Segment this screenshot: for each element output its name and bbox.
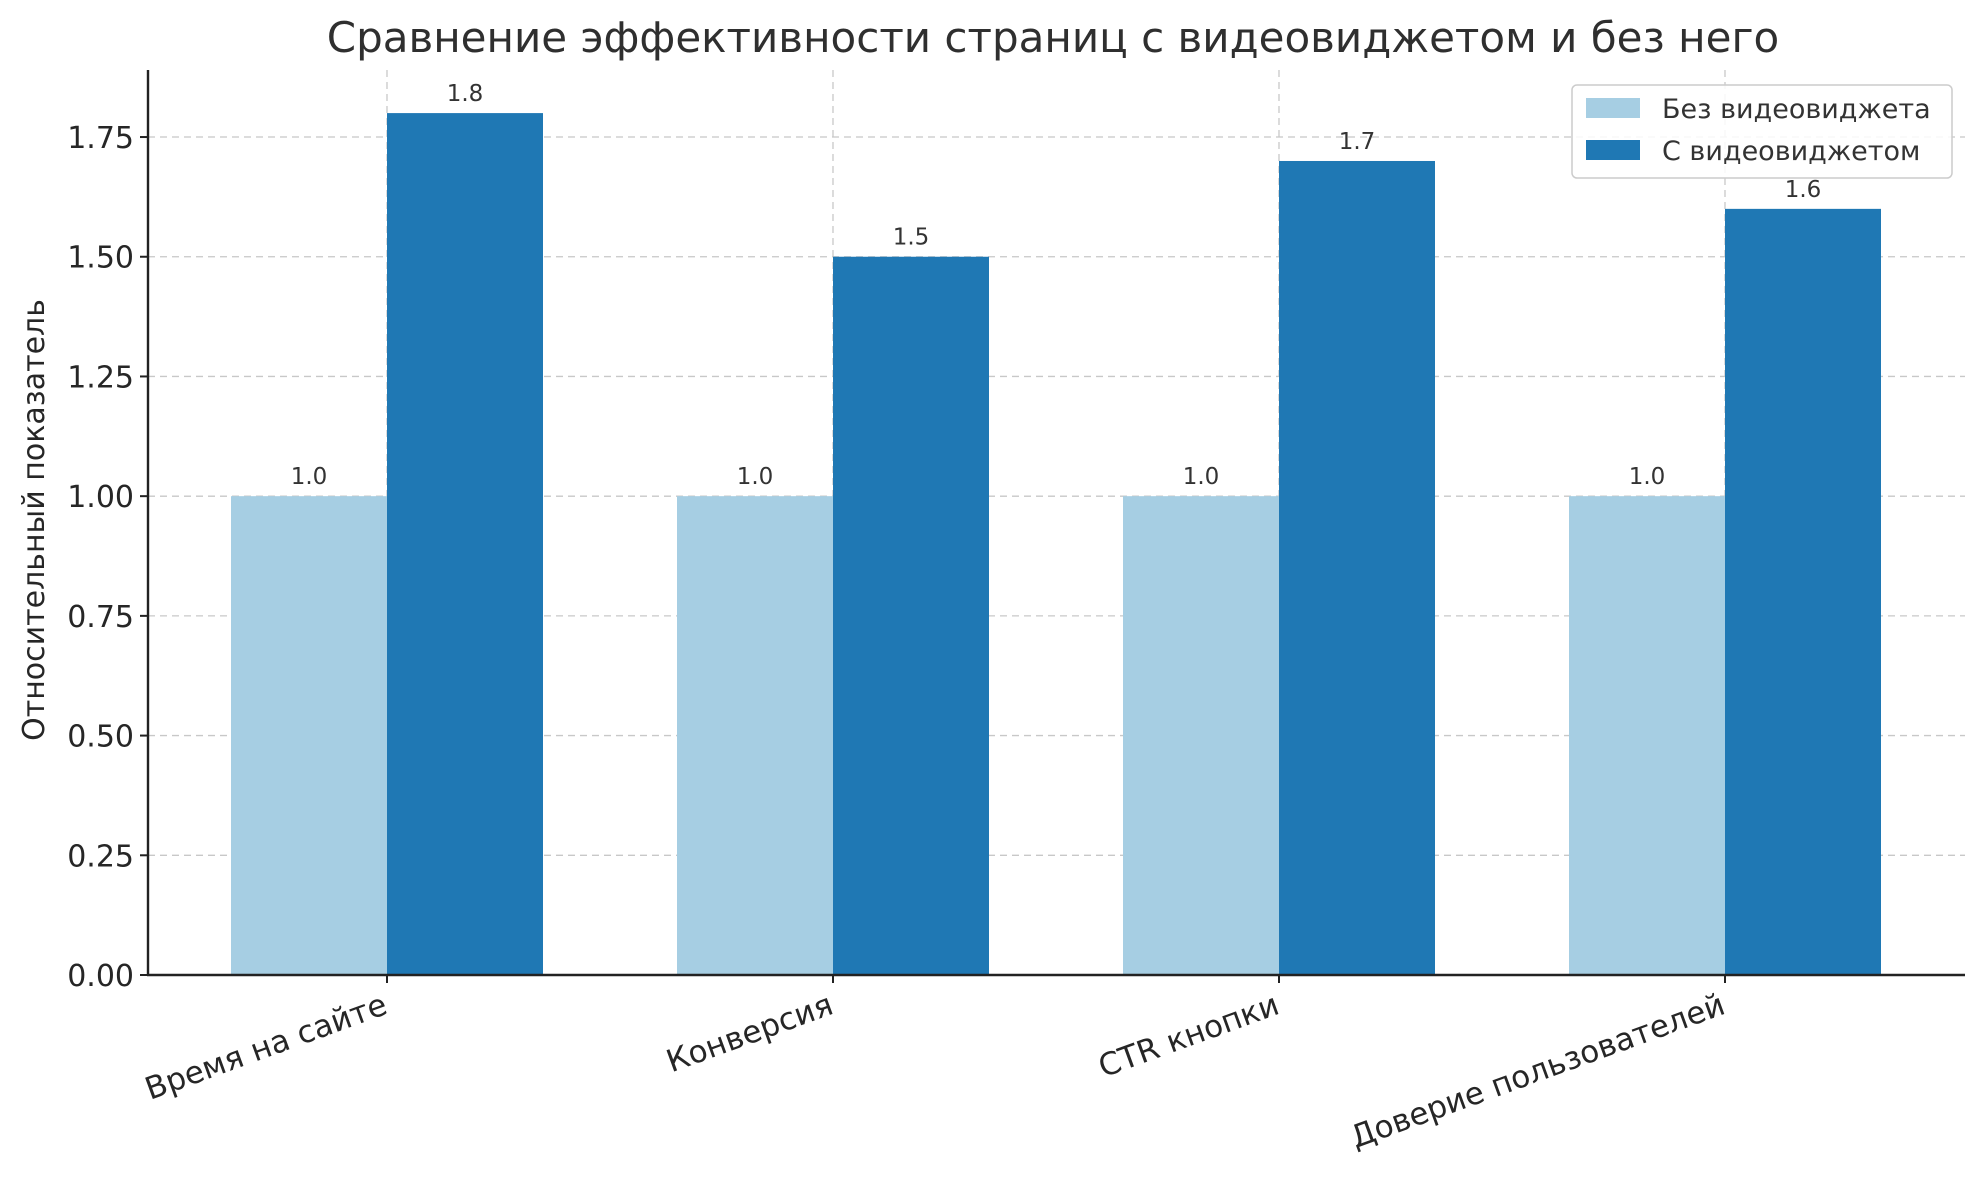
legend: Без видеовиджета С видеовиджетом bbox=[1571, 84, 1953, 179]
bar-with-widget-3 bbox=[1725, 208, 1881, 975]
legend-entry: Без видеовиджета bbox=[1662, 94, 1931, 125]
y-tick-label: 0.25 bbox=[67, 839, 134, 874]
data-label: 1.0 bbox=[291, 464, 328, 490]
y-tick-label: 0.75 bbox=[67, 600, 134, 635]
legend-swatch bbox=[1586, 98, 1640, 118]
bars-layer bbox=[231, 113, 1881, 976]
bar-without-widget-1 bbox=[677, 496, 833, 975]
x-tick-label: CTR кнопки bbox=[1094, 987, 1284, 1085]
y-tick-label: 1.25 bbox=[67, 360, 134, 395]
x-tick-label: Конверсия bbox=[662, 987, 838, 1080]
bar-with-widget-1 bbox=[833, 256, 989, 975]
y-tick-label: 1.00 bbox=[67, 480, 134, 515]
y-tick-label: 1.75 bbox=[67, 121, 134, 156]
y-tick-label: 0.00 bbox=[67, 959, 134, 994]
legend-entry: С видеовиджетом bbox=[1662, 136, 1920, 167]
data-labels-layer: 1.0 1.0 1.0 1.0 1.8 1.5 1.7 1.6 bbox=[291, 81, 1822, 490]
data-label: 1.7 bbox=[1339, 129, 1376, 155]
bar-without-widget-0 bbox=[231, 496, 387, 975]
bar-with-widget-0 bbox=[387, 113, 543, 976]
x-tick-label: Время на сайте bbox=[140, 987, 391, 1108]
data-label: 1.0 bbox=[737, 464, 774, 490]
bar-without-widget-3 bbox=[1569, 496, 1725, 975]
data-label: 1.8 bbox=[447, 81, 484, 107]
data-label: 1.0 bbox=[1183, 464, 1220, 490]
y-axis-label: Относительный показатель bbox=[17, 299, 52, 741]
y-tick-label: 0.50 bbox=[67, 720, 134, 755]
legend-frame bbox=[1571, 84, 1953, 179]
data-label: 1.0 bbox=[1629, 464, 1666, 490]
data-label: 1.5 bbox=[893, 225, 930, 251]
chart-title: Сравнение эффективности страниц с видеов… bbox=[327, 13, 1780, 62]
legend-swatch bbox=[1586, 140, 1640, 160]
y-tick-label: 1.50 bbox=[67, 241, 134, 276]
axes-layer bbox=[146, 70, 1965, 977]
bar-without-widget-2 bbox=[1123, 496, 1279, 975]
data-label: 1.6 bbox=[1785, 177, 1822, 203]
bar-with-widget-2 bbox=[1279, 160, 1435, 976]
x-tick-label: Доверие пользователей bbox=[1346, 987, 1730, 1156]
